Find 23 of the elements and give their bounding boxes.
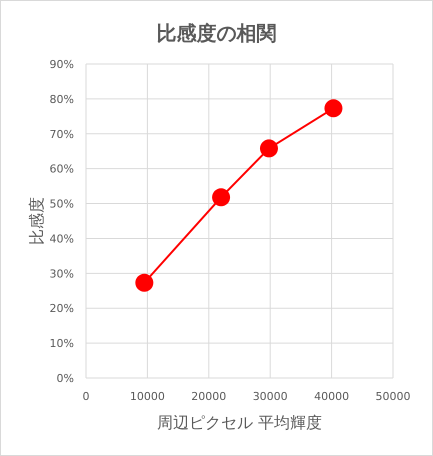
y-tick-label: 30% [50,267,74,280]
x-tick-label: 30000 [252,390,288,403]
y-axis-title: 比感度 [27,197,46,245]
chart-title: 比感度の相関 [156,21,276,45]
x-axis-title: 周辺ピクセル 平均輝度 [156,413,322,432]
y-tick-label: 50% [50,198,74,211]
y-tick-label: 0% [56,372,74,385]
point [260,139,278,158]
y-tick-label: 60% [50,162,74,176]
y-tick-label: 40% [50,232,74,246]
x-tick-label: 40000 [314,390,350,403]
x-tick-label: 10000 [130,390,165,403]
x-tick-label: 50000 [376,390,410,403]
x-tick-label: 20000 [191,390,226,403]
y-tick-label: 20% [50,302,74,316]
point [212,188,230,206]
y-tick-label: 10% [50,337,74,350]
y-tick-label: 70% [50,128,74,141]
point [324,99,342,118]
y-tick-label: 90% [50,58,74,71]
y-tick-label: 80% [50,92,74,106]
x-tick-label: 0 [82,390,90,403]
point [135,274,154,292]
